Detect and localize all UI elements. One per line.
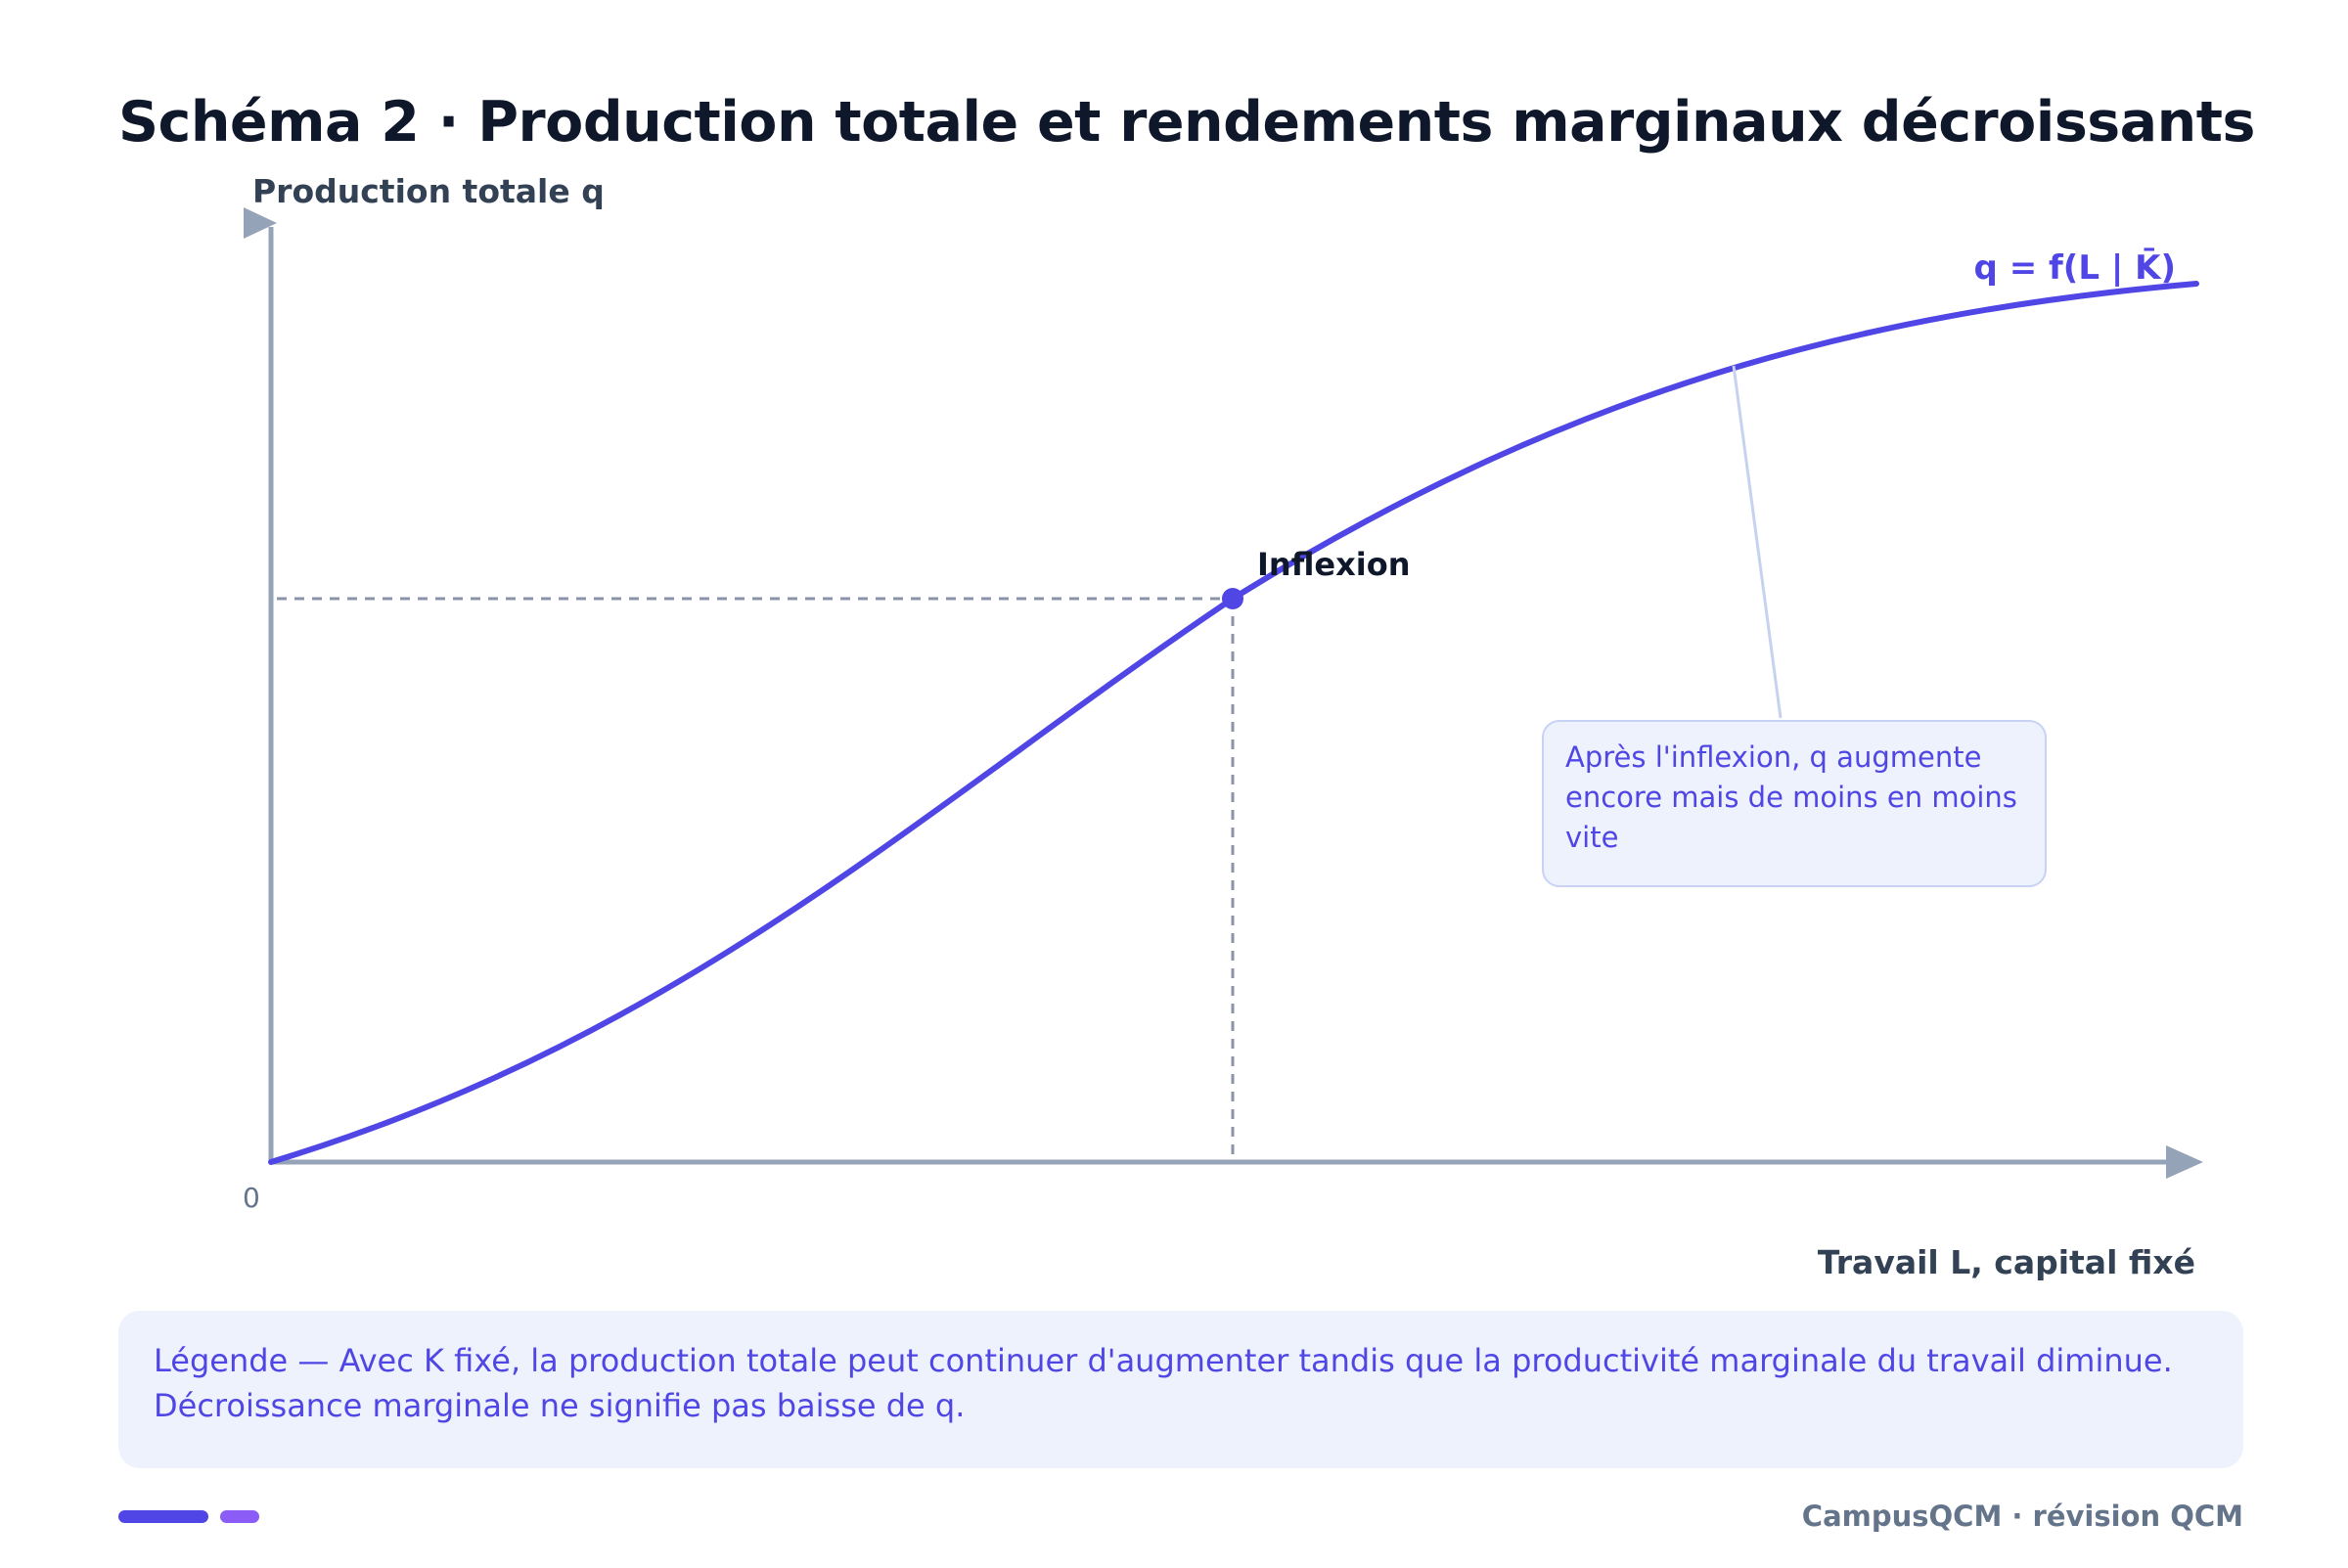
legend-box: Légende — Avec K fixé, la production tot… <box>118 1311 2243 1468</box>
y-axis-arrow <box>244 207 277 239</box>
y-axis-label: Production totale q <box>252 172 605 210</box>
legend-line-1: Légende — Avec K fixé, la production tot… <box>154 1342 2173 1379</box>
footer-brand: CampusQCM · révision QCM <box>1801 1500 2243 1533</box>
footer-bar-primary <box>118 1510 208 1523</box>
curve-label: q = f(L | K̄) <box>1974 246 2176 288</box>
annotation-text: Après l'inflexion, q augmente encore mai… <box>1565 740 2017 854</box>
x-axis-arrow <box>2166 1145 2203 1179</box>
note-leader-line <box>1732 365 1783 719</box>
origin-label: 0 <box>243 1182 260 1214</box>
inflexion-label: Inflexion <box>1257 546 1410 583</box>
inflexion-point <box>1222 588 1243 609</box>
annotation-box: Après l'inflexion, q augmente encore mai… <box>1542 720 2047 887</box>
page-title: Schéma 2 · Production totale et rendemen… <box>118 90 2255 155</box>
x-axis-label: Travail L, capital fixé <box>1818 1243 2195 1281</box>
footer-bar-secondary <box>220 1510 259 1523</box>
legend-line-2: Décroissance marginale ne signifie pas b… <box>154 1387 966 1424</box>
